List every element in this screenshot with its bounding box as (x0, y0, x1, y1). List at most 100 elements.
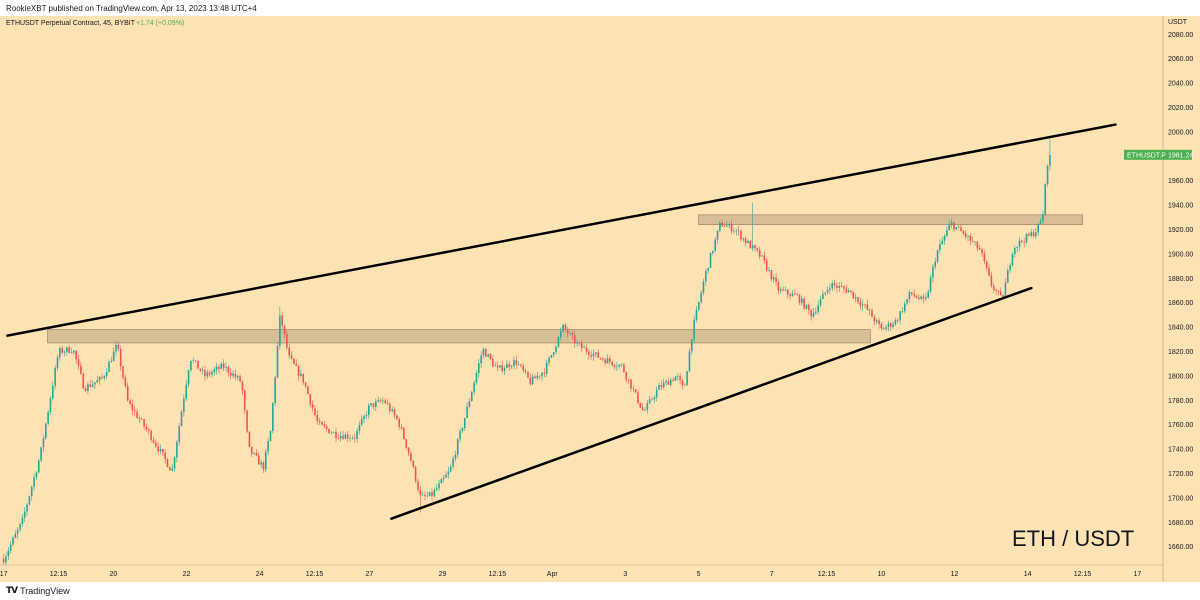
candle-body (925, 297, 927, 299)
candle-body (318, 421, 321, 423)
candle-body (667, 380, 670, 385)
symbol-legend[interactable]: ETHUSDT Perpetual Contract, 45, BYBIT (6, 20, 136, 27)
candle-body (604, 359, 606, 364)
candle-body (960, 227, 962, 232)
price-tick-label: 1720.00 (1168, 471, 1193, 478)
candle-body (819, 298, 822, 306)
candle-body (707, 267, 709, 271)
candle-body (302, 373, 305, 383)
candle-body (16, 529, 19, 534)
candle-body (522, 365, 525, 371)
candle-body (480, 355, 482, 364)
candle-body (950, 222, 953, 225)
candle-body (61, 348, 63, 353)
time-axis[interactable]: 17 12:15 20 22 24 12:15 27 29 12:15 Apr 3 5 7 12:15 10… (0, 571, 1141, 578)
candle-body (536, 375, 539, 379)
candle-body (204, 370, 206, 377)
candle-body (236, 376, 239, 378)
candle-body (243, 390, 246, 411)
candle-body (325, 426, 328, 429)
candle-body (793, 293, 796, 295)
candle-body (723, 226, 726, 227)
candle-body (1021, 240, 1023, 242)
trendline (6, 123, 1117, 337)
candle-body (1018, 240, 1021, 247)
candle-body (122, 366, 124, 378)
candle-body (660, 385, 663, 388)
candle-body (7, 550, 10, 557)
candle-body (541, 372, 543, 377)
candle-body (225, 366, 227, 368)
candle-body (934, 261, 937, 267)
candle-body (691, 339, 693, 352)
candle-body (103, 376, 106, 379)
candle-body (777, 282, 780, 291)
price-tick-label: 1860.00 (1168, 300, 1193, 307)
candle-body (653, 397, 656, 400)
candle-body (557, 337, 560, 347)
candle-body (131, 404, 134, 411)
candle-body (740, 231, 742, 240)
candle-body (452, 458, 454, 467)
candle-body (365, 414, 368, 416)
candle-body (80, 365, 82, 374)
candle-body (293, 358, 295, 364)
candle-body (812, 312, 815, 317)
candle-body (28, 496, 31, 505)
candle-body (695, 309, 698, 320)
candle-body (1032, 232, 1035, 237)
candle-body (286, 334, 288, 348)
candle-body (54, 367, 56, 386)
candle-body (967, 235, 969, 237)
candle-body (1006, 270, 1009, 283)
candle-body (260, 462, 262, 465)
candle-body (700, 292, 702, 302)
candle-body (1002, 295, 1004, 298)
candle-body (190, 360, 192, 371)
candle-body (35, 472, 38, 478)
candle-body (676, 376, 679, 377)
candle-body (662, 382, 665, 388)
candle-body (899, 311, 901, 321)
candle-body (14, 533, 17, 538)
time-tick-label: 12:15 (818, 571, 836, 578)
price-change: +1.74 (+0.09%) (136, 20, 184, 27)
candle-body (66, 347, 68, 352)
candle-body (63, 351, 66, 353)
candle-body (833, 283, 836, 286)
price-axis[interactable]: 1660.00 1680.00 1700.00 1720.00 1740.00 1760.… (1168, 32, 1193, 551)
candle-body (162, 448, 164, 453)
candle-body (5, 556, 7, 563)
time-tick-label: 14 (1024, 571, 1032, 578)
trendlines[interactable] (6, 123, 1117, 520)
candle-body (485, 349, 487, 357)
candle-body (154, 442, 157, 447)
candle-body (1025, 233, 1028, 243)
candle-body (616, 366, 618, 368)
time-tick-label: 29 (439, 571, 447, 578)
candle-body (281, 315, 283, 326)
candle-body (770, 270, 773, 280)
candle-body (386, 402, 389, 405)
candle-body (775, 277, 777, 283)
tradingview-logo[interactable]: TV TradingView (6, 586, 70, 596)
candle-body (1014, 247, 1016, 255)
candle-body (639, 402, 642, 408)
candle-body (499, 365, 501, 368)
candle-body (77, 359, 80, 366)
candle-body (606, 358, 609, 364)
candle-body (169, 467, 171, 471)
candle-body (524, 370, 527, 372)
candle-body (550, 355, 553, 358)
candle-body (1028, 233, 1030, 236)
time-tick-label: 17 (0, 571, 8, 578)
candle-body (211, 372, 213, 375)
candle-body (1016, 246, 1018, 248)
candle-body (880, 324, 883, 329)
time-tick-label: 12:15 (489, 571, 507, 578)
candle-body (786, 289, 789, 295)
candle-body (309, 394, 312, 405)
price-tick-label: 1680.00 (1168, 520, 1193, 527)
candle-body (995, 289, 997, 291)
